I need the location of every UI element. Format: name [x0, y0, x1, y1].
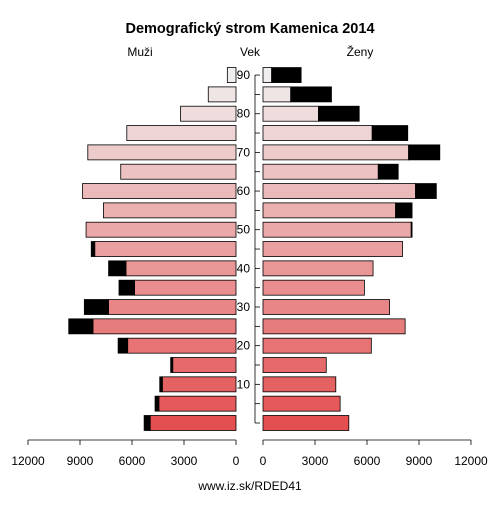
age-tick-label: 70 — [237, 145, 251, 159]
right-x-tick-label: 0 — [260, 454, 267, 468]
female-bar-0-4 — [262, 415, 350, 431]
axes-group: 10 20 30 40 50 60 70 80 90 12000 9000 6000 3000 0 0 300… — [11, 68, 488, 468]
male-bar-65-69 — [120, 163, 237, 180]
female-bar-30-34 — [262, 299, 390, 315]
female-excess-bar-80-84 — [318, 105, 360, 122]
male-bar-85-89 — [207, 86, 237, 103]
female-excess-bar-75-79 — [371, 125, 409, 141]
male-excess-bar-20-24 — [117, 337, 129, 354]
chart-title: Demografický strom Kamenica 2014 — [125, 21, 374, 37]
left-x-tick-label: 3000 — [171, 454, 198, 468]
age-tick-label: 10 — [237, 377, 251, 391]
male-bar-0-4 — [149, 415, 237, 431]
female-bar-35-39 — [262, 279, 365, 296]
male-bar-75-79 — [126, 125, 237, 141]
male-bar-15-19 — [172, 357, 237, 373]
female-excess-bar-90+ — [271, 67, 302, 83]
right-x-tick-label: 9000 — [406, 454, 433, 468]
female-excess-bar-85-89 — [290, 86, 332, 103]
male-bar-25-29 — [92, 318, 237, 335]
female-excess-bar-65-69 — [377, 163, 399, 180]
male-bar-45-49 — [94, 241, 237, 257]
female-bar-75-79 — [262, 125, 373, 141]
male-excess-bar-35-39 — [118, 279, 136, 296]
male-excess-bar-30-34 — [83, 299, 110, 315]
male-bar-20-24 — [127, 337, 237, 354]
females-label: Ženy — [347, 44, 374, 59]
right-x-tick-label: 6000 — [354, 454, 381, 468]
age-tick-label: 90 — [237, 68, 251, 82]
female-excess-bar-70-74 — [408, 144, 441, 161]
right-x-tick-label: 12000 — [454, 454, 488, 468]
female-bar-55-59 — [262, 202, 397, 219]
male-excess-bar-25-29 — [68, 318, 94, 335]
female-bar-70-74 — [262, 144, 410, 161]
female-bar-15-19 — [262, 357, 327, 373]
female-bar-65-69 — [262, 163, 379, 180]
male-bar-55-59 — [103, 202, 237, 219]
age-tick-label: 20 — [237, 339, 251, 353]
male-bar-50-54 — [85, 221, 237, 238]
age-tick-label: 60 — [237, 184, 251, 198]
male-excess-bar-10-14 — [159, 376, 163, 393]
male-bar-90+ — [226, 67, 237, 83]
male-bar-60-64 — [82, 183, 237, 199]
left-x-tick-label: 9000 — [67, 454, 94, 468]
female-bar-25-29 — [262, 318, 406, 335]
female-excess-bar-50-54 — [410, 221, 413, 238]
male-excess-bar-15-19 — [170, 357, 174, 373]
male-bar-5-9 — [158, 395, 237, 412]
bars-group — [68, 67, 441, 431]
female-bar-40-44 — [262, 260, 374, 277]
male-excess-bar-45-49 — [90, 241, 96, 257]
female-bar-90+ — [262, 67, 273, 83]
female-excess-bar-55-59 — [395, 202, 413, 219]
female-bar-5-9 — [262, 395, 341, 412]
age-tick-label: 50 — [237, 223, 251, 237]
age-tick-label: 80 — [237, 107, 251, 121]
male-bar-10-14 — [161, 376, 237, 393]
left-x-tick-label: 12000 — [11, 454, 45, 468]
female-bar-85-89 — [262, 86, 292, 103]
female-bar-20-24 — [262, 337, 372, 354]
footer-source: www.iz.sk/RDED41 — [197, 479, 302, 493]
male-bar-70-74 — [87, 144, 237, 161]
female-excess-bar-60-64 — [415, 183, 437, 199]
left-x-tick-label: 0 — [233, 454, 240, 468]
male-bar-30-34 — [108, 299, 237, 315]
right-x-tick-label: 3000 — [302, 454, 329, 468]
female-bar-10-14 — [262, 376, 337, 393]
female-bar-45-49 — [262, 241, 403, 257]
male-bar-40-44 — [125, 260, 237, 277]
male-excess-bar-0-4 — [143, 415, 151, 431]
female-bar-50-54 — [262, 221, 412, 238]
male-excess-bar-40-44 — [108, 260, 127, 277]
age-tick-label: 40 — [237, 261, 251, 275]
male-bar-35-39 — [134, 279, 237, 296]
males-label: Muži — [127, 45, 152, 59]
female-bar-80-84 — [262, 105, 319, 122]
age-label: Vek — [240, 45, 261, 59]
male-bar-80-84 — [180, 105, 237, 122]
age-tick-label: 30 — [237, 300, 251, 314]
left-x-tick-label: 6000 — [119, 454, 146, 468]
male-excess-bar-5-9 — [154, 395, 160, 412]
female-bar-60-64 — [262, 183, 416, 199]
